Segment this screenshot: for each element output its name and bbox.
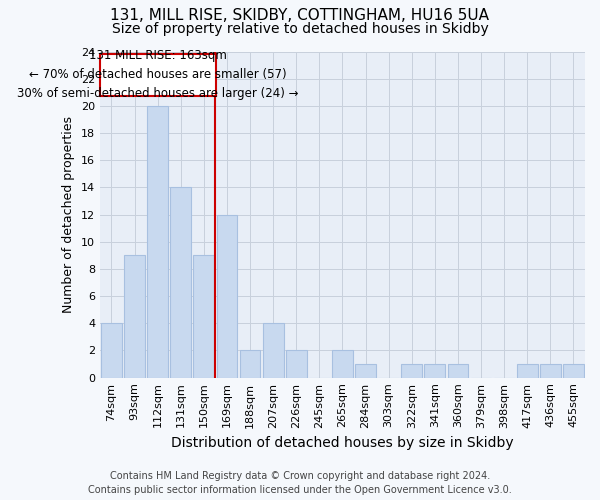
Bar [101,324,122,378]
Bar [401,364,422,378]
Bar [239,350,260,378]
Bar [563,364,584,378]
Text: Size of property relative to detached houses in Skidby: Size of property relative to detached ho… [112,22,488,36]
Bar [448,364,469,378]
Bar [517,364,538,378]
Bar [193,256,214,378]
X-axis label: Distribution of detached houses by size in Skidby: Distribution of detached houses by size … [171,436,514,450]
Bar [124,256,145,378]
Bar [286,350,307,378]
Text: 131, MILL RISE, SKIDBY, COTTINGHAM, HU16 5UA: 131, MILL RISE, SKIDBY, COTTINGHAM, HU16… [110,8,490,22]
FancyBboxPatch shape [100,54,216,96]
Bar [148,106,168,378]
Text: Contains HM Land Registry data © Crown copyright and database right 2024.
Contai: Contains HM Land Registry data © Crown c… [88,471,512,495]
Bar [540,364,561,378]
Y-axis label: Number of detached properties: Number of detached properties [62,116,75,313]
Bar [170,188,191,378]
Text: 131 MILL RISE: 163sqm
← 70% of detached houses are smaller (57)
30% of semi-deta: 131 MILL RISE: 163sqm ← 70% of detached … [17,50,299,100]
Bar [355,364,376,378]
Bar [217,214,238,378]
Bar [263,324,284,378]
Bar [424,364,445,378]
Bar [332,350,353,378]
